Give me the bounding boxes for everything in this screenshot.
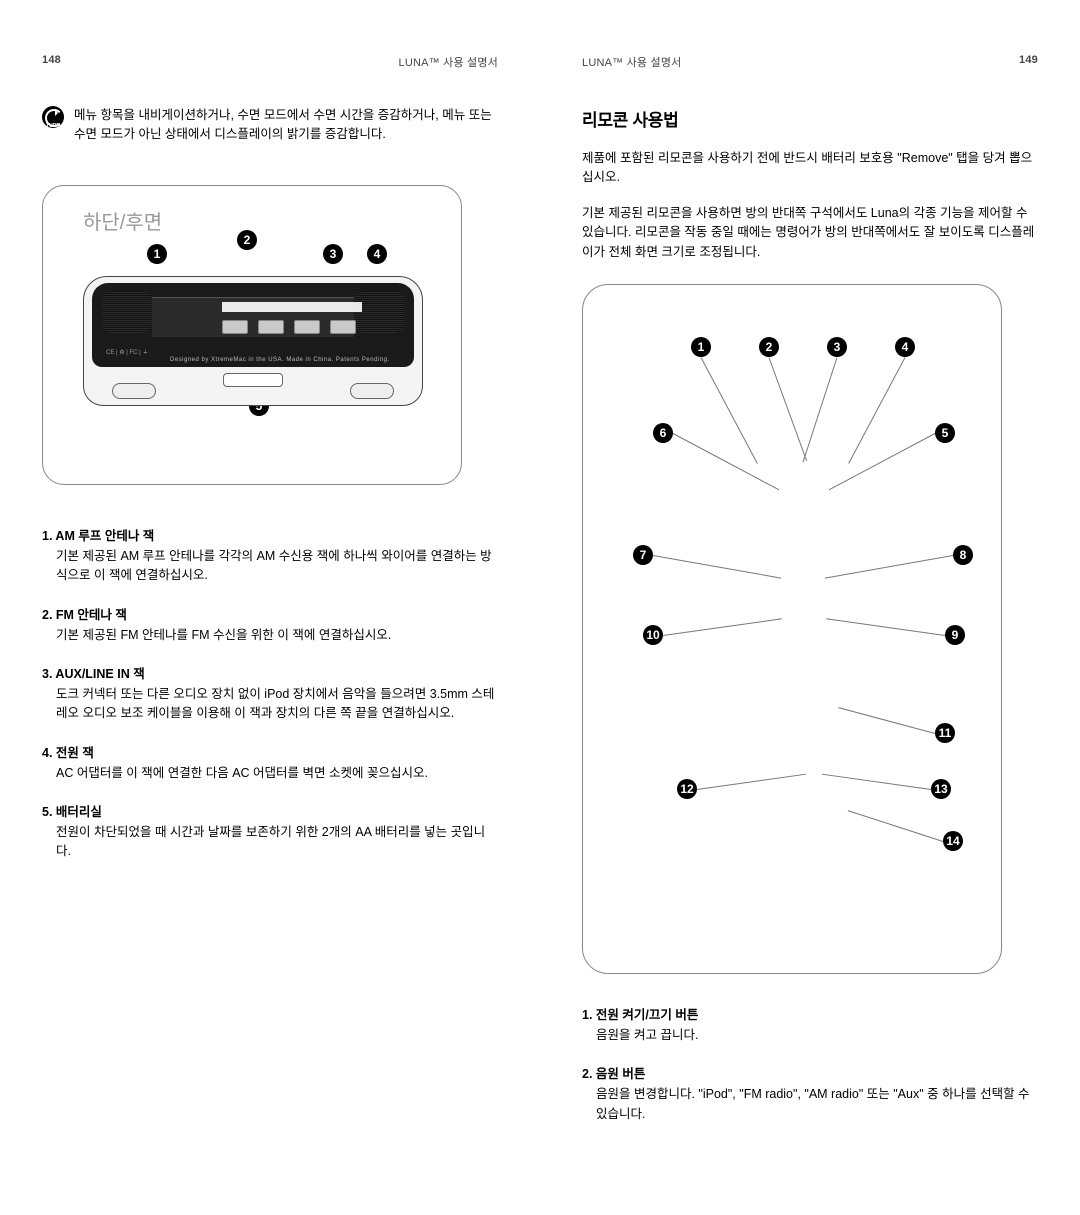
remote-callout-7: 7 [633,545,653,565]
turn-icon-label: TURN [42,123,64,129]
left-item-3: 3. AUX/LINE IN 잭도크 커넥터 또는 다른 오디오 장치 없이 i… [42,663,498,724]
remote-callout-5: 5 [935,423,955,443]
remote-leader-line [663,618,782,636]
device-foot-left [112,383,156,399]
left-item-body: 기본 제공된 FM 안테나를 FM 수신을 위한 이 잭에 연결하십시오. [42,626,498,645]
left-item-body: 도크 커넥터 또는 다른 오디오 장치 없이 iPod 장치에서 음악을 들으려… [42,685,498,724]
certification-marks: CE | ♻ | FC | ⏚ [106,347,148,356]
remote-callout-1: 1 [691,337,711,357]
remote-leader-line [838,707,935,734]
right-para-2: 기본 제공된 리모콘을 사용하면 방의 반대쪽 구석에서도 Luna의 각종 기… [582,204,1038,262]
page-number-left: 148 [42,54,61,70]
remote-callout-9: 9 [945,625,965,645]
left-item-title: 2. FM 안테나 잭 [42,604,498,623]
left-item-body: 기본 제공된 AM 루프 안테나를 각각의 AM 수신용 잭에 하나씩 와이어를… [42,547,498,586]
remote-callout-2: 2 [759,337,779,357]
right-para-1: 제품에 포함된 리모콘을 사용하기 전에 반드시 배터리 보호용 "Remove… [582,149,1038,188]
port-power [330,320,356,334]
remote-leader-line [826,618,945,636]
remote-callout-11: 11 [935,723,955,743]
remote-callout-4: 4 [895,337,915,357]
tip-row: TURN 메뉴 항목을 내비게이션하거나, 수면 모드에서 수면 시간을 증감하… [42,106,498,145]
diagram-callout-4: 4 [367,244,387,264]
remote-callout-10: 10 [643,625,663,645]
remote-leader-line [803,357,838,462]
remote-leader-line [822,774,931,790]
remote-leader-line [701,357,758,463]
device-footer-text: Designed by XtremeMac in the USA. Made i… [170,357,390,363]
speaker-mesh-right [354,291,404,333]
remote-callout-3: 3 [827,337,847,357]
port-aux [294,320,320,334]
remote-leader-line [653,555,781,579]
right-item-body: 음원을 변경합니다. "iPod", "FM radio", "AM radio… [582,1085,1038,1124]
right-item-title: 2. 음원 버튼 [582,1063,1038,1082]
diagram-label: 하단/후면 [83,206,162,235]
remote-leader-line [769,357,808,461]
remote-leader-line [825,555,953,579]
page-header-title-right: LUNA™ 사용 설명서 [582,54,681,70]
right-items: 1. 전원 켜기/끄기 버튼음원을 켜고 끕니다. 2. 음원 버튼음원을 변경합… [582,1004,1038,1124]
diagram-callout-2: 2 [237,230,257,250]
left-item-title: 4. 전원 잭 [42,742,498,761]
turn-icon: TURN [42,106,64,128]
remote-callout-12: 12 [677,779,697,799]
left-items: 1. AM 루프 안테나 잭기본 제공된 AM 루프 안테나를 각각의 AM 수… [42,525,498,862]
page-header-title-left: LUNA™ 사용 설명서 [399,54,498,70]
page-left: 148 LUNA™ 사용 설명서 TURN 메뉴 항목을 내비게이션하거나, 수… [0,0,540,920]
left-item-1: 1. AM 루프 안테나 잭기본 제공된 AM 루프 안테나를 각각의 AM 수… [42,525,498,586]
remote-diagram: 1234657810911121314 [582,284,1002,974]
left-item-title: 5. 배터리실 [42,801,498,820]
device-diagram: 하단/후면 1 2 3 4 5 CE | ♻ | FC | [42,185,462,485]
page-header-left: 148 LUNA™ 사용 설명서 [42,54,498,70]
device-panel [152,297,354,337]
right-item-body: 음원을 켜고 끕니다. [582,1026,1038,1045]
right-item-title: 1. 전원 켜기/끄기 버튼 [582,1004,1038,1023]
remote-leader-line [848,810,943,842]
diagram-callout-1: 1 [147,244,167,264]
port-fm [258,320,284,334]
left-item-title: 3. AUX/LINE IN 잭 [42,663,498,682]
device-top: CE | ♻ | FC | ⏚ Designed by XtremeMac in… [92,283,414,367]
device-dock [223,373,283,387]
left-item-5: 5. 배터리실전원이 차단되었을 때 시간과 날짜를 보존하기 위한 2개의 A… [42,801,498,862]
remote-leader-line [848,357,905,463]
device-shell: CE | ♻ | FC | ⏚ Designed by XtremeMac in… [83,276,423,406]
remote-callout-6: 6 [653,423,673,443]
remote-callout-14: 14 [943,831,963,851]
section-title: 리모콘 사용법 [582,106,1038,131]
remote-leader-line [829,433,935,490]
left-item-title: 1. AM 루프 안테나 잭 [42,525,498,544]
device-foot-right [350,383,394,399]
tip-text: 메뉴 항목을 내비게이션하거나, 수면 모드에서 수면 시간을 증감하거나, 메… [74,106,498,145]
right-item-2: 2. 음원 버튼음원을 변경합니다. "iPod", "FM radio", "… [582,1063,1038,1124]
page-number-right: 149 [1019,54,1038,70]
device-logo [222,302,362,312]
port-am [222,320,248,334]
left-item-body: AC 어댑터를 이 잭에 연결한 다음 AC 어댑터를 벽면 소켓에 꽂으십시오… [42,764,498,783]
left-item-2: 2. FM 안테나 잭기본 제공된 FM 안테나를 FM 수신을 위한 이 잭에… [42,604,498,645]
device-ports [222,320,356,334]
diagram-callout-3: 3 [323,244,343,264]
remote-callout-8: 8 [953,545,973,565]
right-item-1: 1. 전원 켜기/끄기 버튼음원을 켜고 끕니다. [582,1004,1038,1045]
page-right: LUNA™ 사용 설명서 149 리모콘 사용법 제품에 포함된 리모콘을 사용… [540,0,1080,1182]
remote-leader-line [673,433,779,490]
remote-callout-13: 13 [931,779,951,799]
speaker-mesh-left [102,291,152,333]
left-item-4: 4. 전원 잭 AC 어댑터를 이 잭에 연결한 다음 AC 어댑터를 벽면 소켓… [42,742,498,783]
page-header-right: LUNA™ 사용 설명서 149 [582,54,1038,70]
remote-leader-line [697,774,806,790]
left-item-body: 전원이 차단되었을 때 시간과 날짜를 보존하기 위한 2개의 AA 배터리를 … [42,823,498,862]
